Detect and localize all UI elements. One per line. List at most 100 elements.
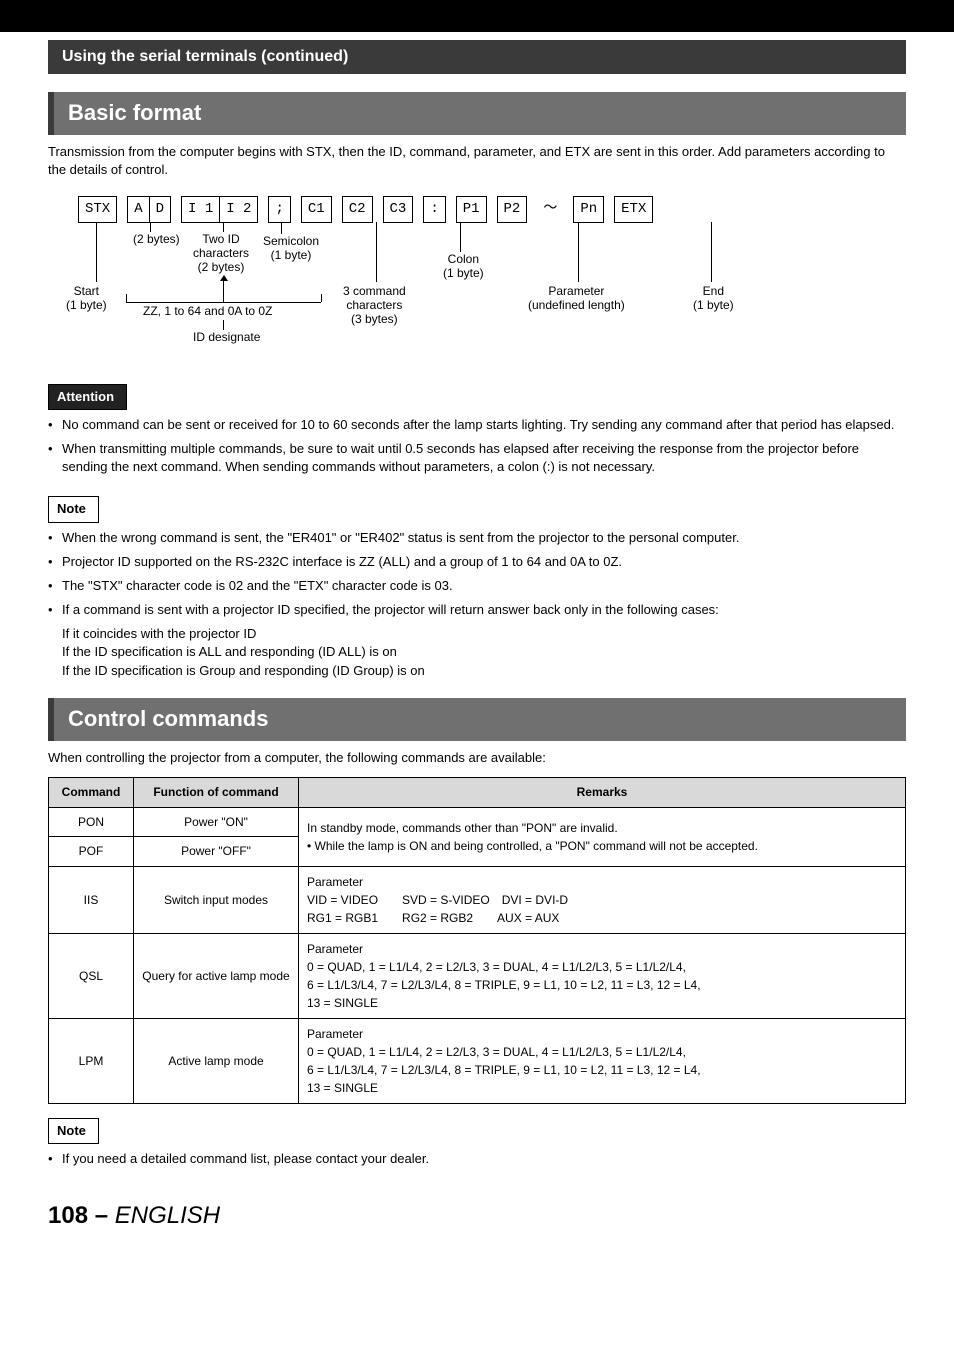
control-commands-intro: When controlling the projector from a co… [48,749,906,767]
box-stx: STX [78,196,117,224]
page-footer: 108 – ENGLISH [48,1199,906,1233]
box-ad: A D [127,196,171,224]
attention-list: No command can be sent or received for 1… [48,416,906,477]
brace-zz [126,302,321,303]
remark-line: Parameter [307,873,897,891]
box-c2: C2 [342,196,373,224]
basic-format-intro: Transmission from the computer begins wi… [48,143,906,179]
section-basic-format: Basic format [48,92,906,135]
note-item: When the wrong command is sent, the "ER4… [48,529,906,547]
brace-zz-r [321,294,322,302]
label-semicolon: Semicolon (1 byte) [263,234,319,263]
line-id-designate [223,320,224,330]
label-colon: Colon (1 byte) [443,252,484,281]
box-colon: : [423,196,445,224]
label-2bytes: (2 bytes) [133,232,180,246]
remark-line: Parameter [307,1025,897,1043]
table-row: PON Power "ON" In standby mode, commands… [49,807,906,837]
box-p1: P1 [456,196,487,224]
box-tilde: ～ [537,197,563,223]
remark-line: VID = VIDEO SVD = S-VIDEO DVI = DVI-D [307,891,897,909]
cell-func: Power "ON" [134,807,299,837]
page-number: 108 [48,1202,88,1229]
cell-cmd: IIS [49,867,134,934]
label-start: Start (1 byte) [66,284,107,313]
box-id: I 1 I 2 [181,196,258,224]
page-header: Using the serial terminals (continued) [48,40,906,74]
arrow-zz [223,280,224,302]
brace-zz-l [126,294,127,302]
note-item: If you need a detailed command list, ple… [48,1150,906,1168]
footer-sep: – [88,1202,115,1229]
box-semicolon: ; [268,196,290,224]
cell-remarks: Parameter 0 = QUAD, 1 = L1/L4, 2 = L2/L3… [299,934,906,1019]
note2-list: If you need a detailed command list, ple… [48,1150,906,1168]
remark-line: 13 = SINGLE [307,994,897,1012]
line-semi [281,222,282,234]
diagram-box-row: STX A D I 1 I 2 ; C1 C2 C3 : P1 P2 ～ Pn … [78,196,876,224]
table-row: IIS Switch input modes Parameter VID = V… [49,867,906,934]
line-colon [460,222,461,252]
note-item: If a command is sent with a projector ID… [48,601,906,619]
box-c3: C3 [383,196,414,224]
label-id-designate: ID designate [193,330,260,344]
line-etx [711,222,712,282]
note-label: Note [48,1118,99,1144]
box-p2: P2 [497,196,528,224]
note-item: The "STX" character code is 02 and the "… [48,577,906,595]
note1-list: When the wrong command is sent, the "ER4… [48,529,906,620]
cell-func: Switch input modes [134,867,299,934]
line-param [578,222,579,282]
note-subline: If the ID specification is Group and res… [48,662,906,680]
remark-line: 0 = QUAD, 1 = L1/L4, 2 = L2/L3, 3 = DUAL… [307,1043,897,1061]
box-i1: I 1 [182,197,219,223]
label-end: End (1 byte) [693,284,734,313]
remark-line: 6 = L1/L3/L4, 7 = L2/L3/L4, 8 = TRIPLE, … [307,1061,897,1079]
remark-line: 0 = QUAD, 1 = L1/L4, 2 = L2/L3, 3 = DUAL… [307,958,897,976]
cell-remarks: Parameter 0 = QUAD, 1 = L1/L4, 2 = L2/L3… [299,1019,906,1104]
box-ad-d: D [149,197,170,223]
box-ad-a: A [128,197,148,223]
table-header-row: Command Function of command Remarks [49,777,906,807]
box-pn: Pn [573,196,604,224]
label-parameter: Parameter (undefined length) [528,284,625,313]
attention-item: When transmitting multiple commands, be … [48,440,906,476]
attention-label: Attention [48,384,127,410]
footer-language: ENGLISH [115,1202,220,1229]
line-ad [150,222,151,232]
top-black-band [0,0,954,32]
page-content: Using the serial terminals (continued) B… [0,40,954,1262]
note-label: Note [48,496,99,522]
th-remarks: Remarks [299,777,906,807]
label-zz: ZZ, 1 to 64 and 0A to 0Z [143,304,272,318]
th-function: Function of command [134,777,299,807]
box-etx: ETX [614,196,653,224]
cell-cmd: PON [49,807,134,837]
section-control-commands: Control commands [48,698,906,741]
label-two-id: Two ID characters (2 bytes) [193,232,249,275]
remark-line: 6 = L1/L3/L4, 7 = L2/L3/L4, 8 = TRIPLE, … [307,976,897,994]
table-row: LPM Active lamp mode Parameter 0 = QUAD,… [49,1019,906,1104]
packet-diagram: STX A D I 1 I 2 ; C1 C2 C3 : P1 P2 ～ Pn … [78,190,876,370]
cell-cmd: QSL [49,934,134,1019]
line-id [223,222,224,232]
note-subline: If the ID specification is ALL and respo… [48,643,906,661]
line-cmd [376,222,377,282]
note-subline: If it coincides with the projector ID [48,625,906,643]
label-3cmd: 3 command characters (3 bytes) [343,284,406,327]
note-item: Projector ID supported on the RS-232C in… [48,553,906,571]
remark-line: • While the lamp is ON and being control… [307,837,897,855]
cell-func: Query for active lamp mode [134,934,299,1019]
cell-func: Active lamp mode [134,1019,299,1104]
attention-item: No command can be sent or received for 1… [48,416,906,434]
remark-line: RG1 = RGB1 RG2 = RGB2 AUX = AUX [307,909,897,927]
box-i2: I 2 [219,197,257,223]
commands-table: Command Function of command Remarks PON … [48,777,906,1104]
remark-line: In standby mode, commands other than "PO… [307,819,897,837]
box-c1: C1 [301,196,332,224]
remark-line: 13 = SINGLE [307,1079,897,1097]
cell-cmd: POF [49,837,134,867]
cell-remarks: In standby mode, commands other than "PO… [299,807,906,867]
cell-func: Power "OFF" [134,837,299,867]
cell-remarks: Parameter VID = VIDEO SVD = S-VIDEO DVI … [299,867,906,934]
